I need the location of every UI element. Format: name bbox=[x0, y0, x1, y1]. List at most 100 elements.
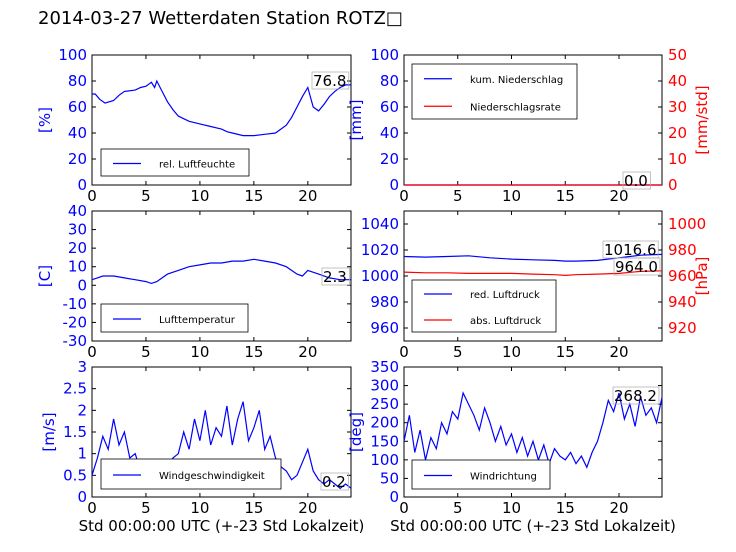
humidity-ytick-label: 100 bbox=[58, 46, 87, 64]
windspeed-xtick-label: 15 bbox=[244, 499, 263, 517]
winddirection-legend-box bbox=[411, 459, 551, 490]
pressure-ylabel-right: [hPa] bbox=[693, 257, 711, 296]
humidity-ylabel: [%] bbox=[36, 107, 54, 133]
pressure-ytick-label: 960 bbox=[370, 319, 399, 337]
winddirection-ytick-label: 150 bbox=[370, 432, 399, 450]
windspeed-legend-box bbox=[100, 458, 282, 490]
pressure-legend-label: red. Luftdruck bbox=[470, 290, 540, 301]
winddirection-xtick-label: 5 bbox=[453, 499, 463, 517]
windspeed-ytick-label: 2 bbox=[77, 401, 87, 419]
humidity-xtick-label: 5 bbox=[141, 187, 151, 205]
windspeed-xlabel: Std 00:00:00 UTC (+-23 Std Lokalzeit) bbox=[79, 517, 365, 535]
pressure-ytick-label-right: 980 bbox=[668, 241, 697, 259]
winddirection-xtick-label: 20 bbox=[609, 499, 628, 517]
winddirection-ylabel: [deg] bbox=[347, 412, 365, 452]
humidity-ytick-label: 20 bbox=[68, 150, 87, 168]
winddirection-xtick-label: 0 bbox=[399, 499, 409, 517]
windspeed-ytick-label: 0.5 bbox=[63, 466, 87, 484]
precipitation-ytick-label: 0 bbox=[389, 176, 399, 194]
pressure-value-annotation: 964.0 bbox=[615, 258, 658, 276]
humidity-plot-frame bbox=[91, 54, 352, 186]
precipitation-legend-box bbox=[411, 63, 578, 120]
temperature-ytick-label: 0 bbox=[77, 276, 87, 294]
temperature-series-line-0 bbox=[91, 258, 351, 285]
temperature-legend-label: Lufttemperatur bbox=[159, 315, 236, 326]
precipitation-ytick-label: 80 bbox=[380, 72, 399, 90]
pressure-legend-label: abs. Luftdruck bbox=[470, 316, 541, 327]
humidity-ytick-label: 80 bbox=[68, 72, 87, 90]
winddirection-series-line-0 bbox=[403, 391, 663, 469]
temperature-xtick-label: 10 bbox=[190, 343, 209, 361]
temperature-ylabel: [C] bbox=[36, 265, 54, 287]
winddirection-value-annotation: 268.2 bbox=[614, 387, 657, 405]
pressure-value-annotation: 1016.6 bbox=[604, 241, 657, 259]
windspeed-ytick-label: 2.5 bbox=[63, 380, 87, 398]
humidity-xtick-label: 0 bbox=[87, 187, 97, 205]
pressure-ytick-label: 1020 bbox=[361, 241, 399, 259]
windspeed-xtick-label: 20 bbox=[298, 499, 317, 517]
page-title: 2014-03-27 Wetterdaten Station ROTZ□ bbox=[38, 8, 403, 29]
windspeed-ytick-label: 3 bbox=[77, 358, 87, 376]
precipitation-value-annotation-box bbox=[622, 171, 651, 190]
windspeed-value-annotation: 0.2 bbox=[322, 473, 346, 491]
pressure-ytick-label-right: 940 bbox=[668, 293, 697, 311]
humidity-xtick-label: 20 bbox=[298, 187, 317, 205]
precipitation-ytick-label-right: 30 bbox=[668, 98, 687, 116]
temperature-ytick-label: -30 bbox=[63, 332, 88, 350]
winddirection-ytick-label: 300 bbox=[370, 377, 399, 395]
pressure-xtick-label: 10 bbox=[502, 343, 521, 361]
precipitation-ytick-label-right: 40 bbox=[668, 72, 687, 90]
precipitation-xtick-label: 15 bbox=[556, 187, 575, 205]
pressure-ytick-label: 1040 bbox=[361, 215, 399, 233]
windspeed-value-annotation-box bbox=[320, 472, 349, 491]
temperature-xtick-label: 20 bbox=[298, 343, 317, 361]
winddirection-ytick-label: 100 bbox=[370, 451, 399, 469]
windspeed-series-line-0 bbox=[91, 401, 352, 490]
pressure-ytick-label-right: 960 bbox=[668, 267, 697, 285]
temperature-xtick-label: 0 bbox=[87, 343, 97, 361]
precipitation-ytick-label-right: 50 bbox=[668, 46, 687, 64]
temperature-xtick-label: 5 bbox=[141, 343, 151, 361]
windspeed-ytick-label: 1 bbox=[77, 445, 87, 463]
precipitation-ytick-label-right: 0 bbox=[668, 176, 678, 194]
precipitation-ytick-label-right: 20 bbox=[668, 124, 687, 142]
humidity-xtick-label: 15 bbox=[244, 187, 263, 205]
humidity-value-annotation-box bbox=[311, 71, 350, 90]
humidity-ytick-label: 60 bbox=[68, 98, 87, 116]
winddirection-ytick-label: 250 bbox=[370, 395, 399, 413]
temperature-value-annotation-box bbox=[321, 267, 350, 286]
winddirection-plot-frame bbox=[403, 366, 663, 498]
precipitation-value-annotation: 0.0 bbox=[624, 172, 648, 190]
precipitation-ytick-label: 20 bbox=[380, 150, 399, 168]
precipitation-xtick-label: 10 bbox=[502, 187, 521, 205]
precipitation-legend-label: Niederschlagsrate bbox=[470, 102, 561, 113]
pressure-xtick-label: 0 bbox=[399, 343, 409, 361]
windspeed-ytick-label: 1.5 bbox=[63, 423, 87, 441]
winddirection-legend-label: Windrichtung bbox=[470, 472, 537, 483]
windspeed-xtick-label: 0 bbox=[87, 499, 97, 517]
pressure-xtick-label: 20 bbox=[609, 343, 628, 361]
precipitation-xtick-label: 0 bbox=[399, 187, 409, 205]
precipitation-ytick-label: 40 bbox=[380, 124, 399, 142]
precipitation-ytick-label-right: 10 bbox=[668, 150, 687, 168]
winddirection-xlabel: Std 00:00:00 UTC (+-23 Std Lokalzeit) bbox=[390, 517, 676, 535]
windspeed-ytick-label: 0 bbox=[77, 488, 87, 506]
winddirection-ytick-label: 350 bbox=[370, 358, 399, 376]
precipitation-ylabel-right: [mm/std] bbox=[693, 85, 711, 154]
winddirection-ytick-label: 200 bbox=[370, 414, 399, 432]
humidity-series-line-0 bbox=[92, 79, 351, 137]
temperature-ytick-label: -10 bbox=[63, 295, 88, 313]
pressure-ytick-label-right: 1000 bbox=[668, 215, 706, 233]
precipitation-ylabel: [mm] bbox=[347, 100, 365, 141]
pressure-ytick-label: 980 bbox=[370, 293, 399, 311]
windspeed-xtick-label: 5 bbox=[141, 499, 151, 517]
precipitation-xtick-label: 20 bbox=[609, 187, 628, 205]
precipitation-legend-label: kum. Niederschlag bbox=[470, 75, 563, 86]
humidity-legend-label: rel. Luftfeuchte bbox=[159, 160, 235, 171]
humidity-xtick-label: 10 bbox=[190, 187, 209, 205]
temperature-value-annotation: 2.3 bbox=[323, 268, 347, 286]
pressure-xtick-label: 5 bbox=[453, 343, 463, 361]
temperature-ytick-label: 30 bbox=[68, 221, 87, 239]
pressure-ytick-label: 1000 bbox=[361, 267, 399, 285]
